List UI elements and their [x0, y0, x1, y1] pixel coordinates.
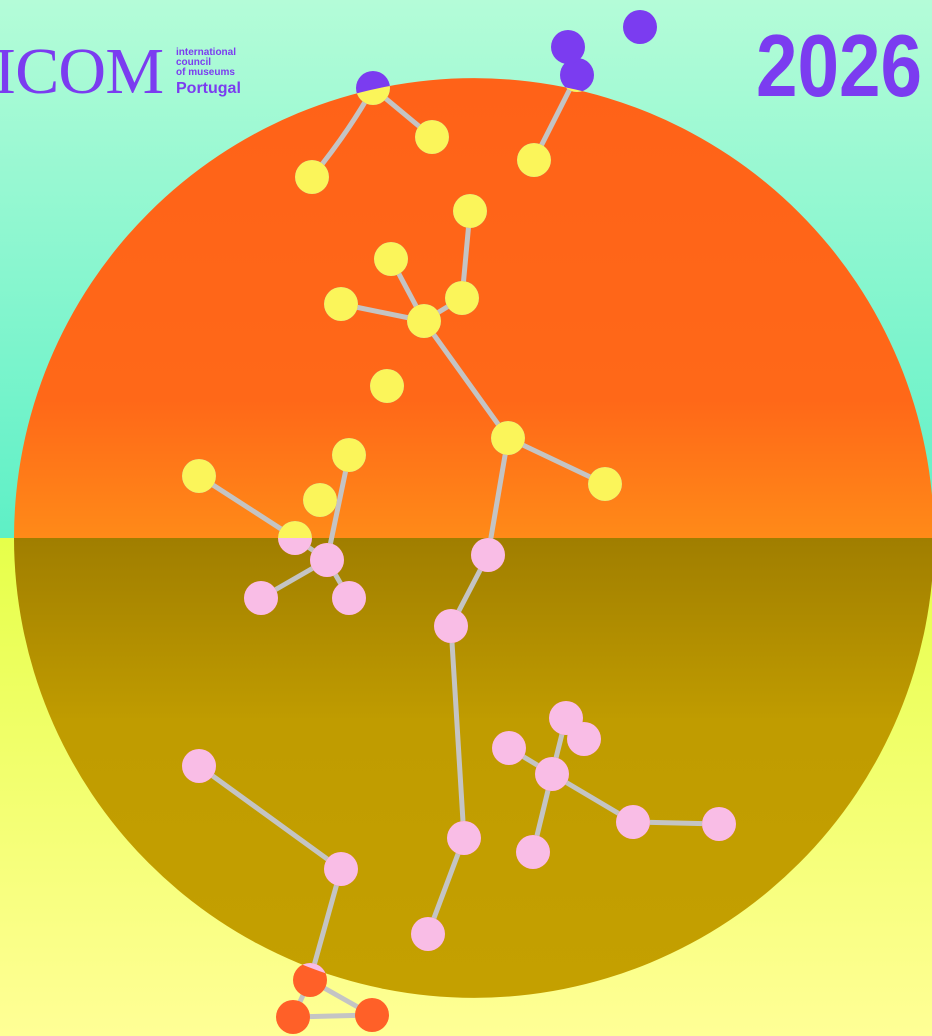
- logo-region: Portugal: [176, 80, 241, 97]
- year: 2026: [756, 16, 922, 115]
- logo-name: ICOM: [0, 35, 164, 108]
- logo-line: of museums: [176, 67, 235, 78]
- logo-line: international: [176, 47, 236, 58]
- edges: [196, 72, 722, 1020]
- logo-line: council: [176, 57, 211, 68]
- sun-bottom: [14, 538, 932, 998]
